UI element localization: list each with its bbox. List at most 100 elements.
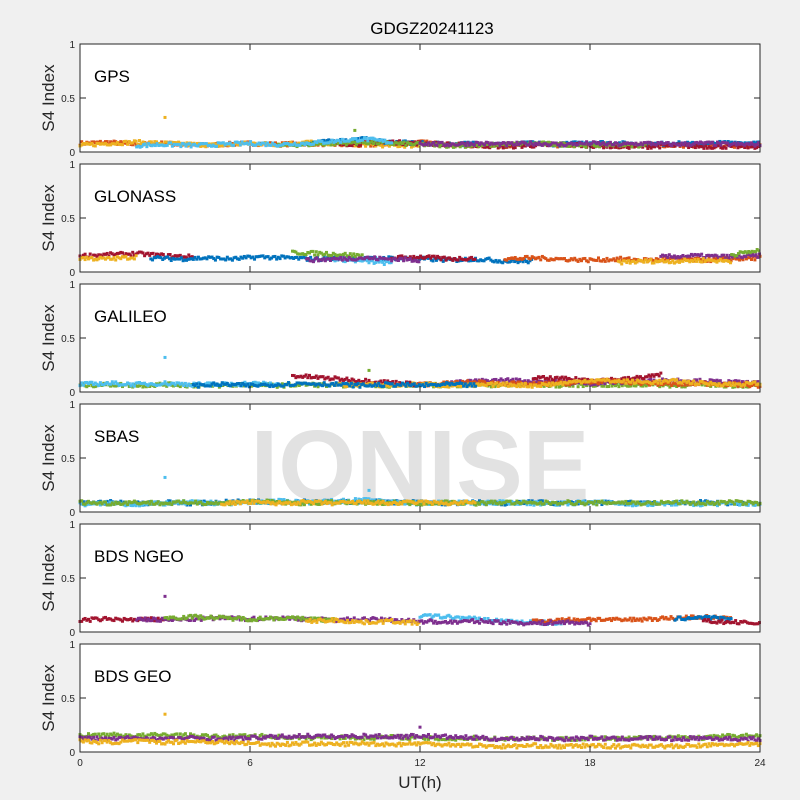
data-point bbox=[110, 142, 114, 146]
data-point bbox=[620, 502, 624, 506]
data-point bbox=[281, 384, 285, 388]
data-point bbox=[408, 255, 412, 259]
data-point bbox=[351, 385, 355, 389]
data-point bbox=[234, 382, 238, 386]
data-point bbox=[349, 138, 353, 142]
data-point bbox=[83, 252, 87, 256]
data-point bbox=[131, 382, 135, 386]
data-point bbox=[353, 144, 357, 148]
data-point bbox=[414, 141, 418, 145]
data-point bbox=[751, 142, 755, 146]
data-point bbox=[429, 382, 433, 386]
data-point bbox=[321, 253, 325, 257]
data-point bbox=[450, 142, 454, 146]
data-point bbox=[318, 258, 322, 262]
data-point bbox=[726, 143, 730, 147]
data-point bbox=[195, 382, 199, 386]
data-point bbox=[254, 255, 258, 259]
data-point bbox=[374, 260, 378, 264]
data-point bbox=[356, 139, 360, 143]
data-point bbox=[280, 498, 284, 502]
data-point bbox=[92, 383, 96, 387]
data-point bbox=[746, 384, 750, 388]
data-point bbox=[631, 141, 634, 145]
data-point bbox=[542, 256, 546, 260]
data-point bbox=[245, 141, 249, 145]
data-point bbox=[338, 253, 342, 257]
data-point bbox=[285, 255, 289, 259]
data-point bbox=[362, 136, 366, 140]
data-point bbox=[219, 501, 223, 505]
data-point bbox=[107, 143, 111, 147]
data-point bbox=[102, 252, 106, 256]
data-point bbox=[550, 377, 554, 381]
data-point bbox=[716, 144, 719, 148]
data-point bbox=[581, 257, 585, 261]
data-point bbox=[483, 380, 487, 384]
data-point bbox=[578, 140, 582, 144]
data-point bbox=[342, 256, 346, 260]
data-point bbox=[748, 251, 752, 255]
data-point bbox=[633, 376, 637, 380]
data-point bbox=[282, 498, 286, 502]
data-point bbox=[644, 380, 648, 384]
data-point bbox=[491, 259, 495, 263]
data-point bbox=[618, 260, 622, 264]
data-point bbox=[391, 257, 395, 261]
data-point bbox=[466, 257, 470, 261]
data-point bbox=[528, 380, 532, 384]
data-point bbox=[462, 384, 466, 388]
data-point bbox=[674, 260, 678, 264]
data-point bbox=[327, 141, 331, 145]
data-point bbox=[281, 254, 285, 258]
data-point bbox=[295, 381, 299, 385]
data-point bbox=[354, 137, 358, 141]
data-point bbox=[178, 257, 182, 261]
data-point bbox=[185, 384, 189, 388]
data-point bbox=[209, 501, 213, 505]
data-point bbox=[231, 142, 235, 146]
data-point bbox=[608, 146, 612, 150]
data-point bbox=[398, 139, 402, 143]
data-point bbox=[169, 141, 173, 145]
data-point bbox=[493, 502, 497, 506]
axes-background bbox=[80, 524, 760, 632]
data-point bbox=[537, 499, 541, 503]
data-point bbox=[595, 142, 599, 146]
data-point bbox=[110, 383, 114, 387]
data-point bbox=[360, 253, 364, 257]
data-point bbox=[455, 143, 459, 147]
data-point bbox=[598, 378, 602, 382]
data-point bbox=[355, 383, 359, 387]
data-point bbox=[402, 256, 406, 260]
data-point bbox=[475, 142, 479, 146]
data-point bbox=[717, 379, 721, 383]
data-point bbox=[202, 144, 206, 148]
data-point bbox=[173, 254, 177, 258]
data-point bbox=[723, 257, 727, 261]
data-point bbox=[539, 142, 543, 146]
data-point bbox=[544, 501, 548, 505]
data-point bbox=[741, 384, 745, 388]
data-point bbox=[193, 255, 197, 259]
data-point bbox=[625, 141, 629, 145]
data-point bbox=[323, 141, 327, 145]
data-point bbox=[230, 258, 234, 262]
data-point bbox=[431, 259, 435, 263]
data-point bbox=[699, 140, 702, 144]
data-point bbox=[747, 253, 751, 257]
data-point bbox=[720, 259, 724, 263]
data-point bbox=[378, 138, 382, 142]
data-point bbox=[365, 497, 369, 501]
data-point bbox=[331, 381, 335, 385]
data-point bbox=[425, 255, 429, 259]
data-point bbox=[698, 377, 702, 381]
data-point bbox=[384, 383, 388, 387]
data-point bbox=[309, 139, 313, 143]
data-point bbox=[141, 140, 145, 144]
data-point bbox=[697, 382, 701, 386]
data-point bbox=[726, 503, 730, 507]
data-point bbox=[200, 502, 204, 506]
data-point bbox=[735, 254, 739, 258]
data-point bbox=[92, 144, 96, 148]
